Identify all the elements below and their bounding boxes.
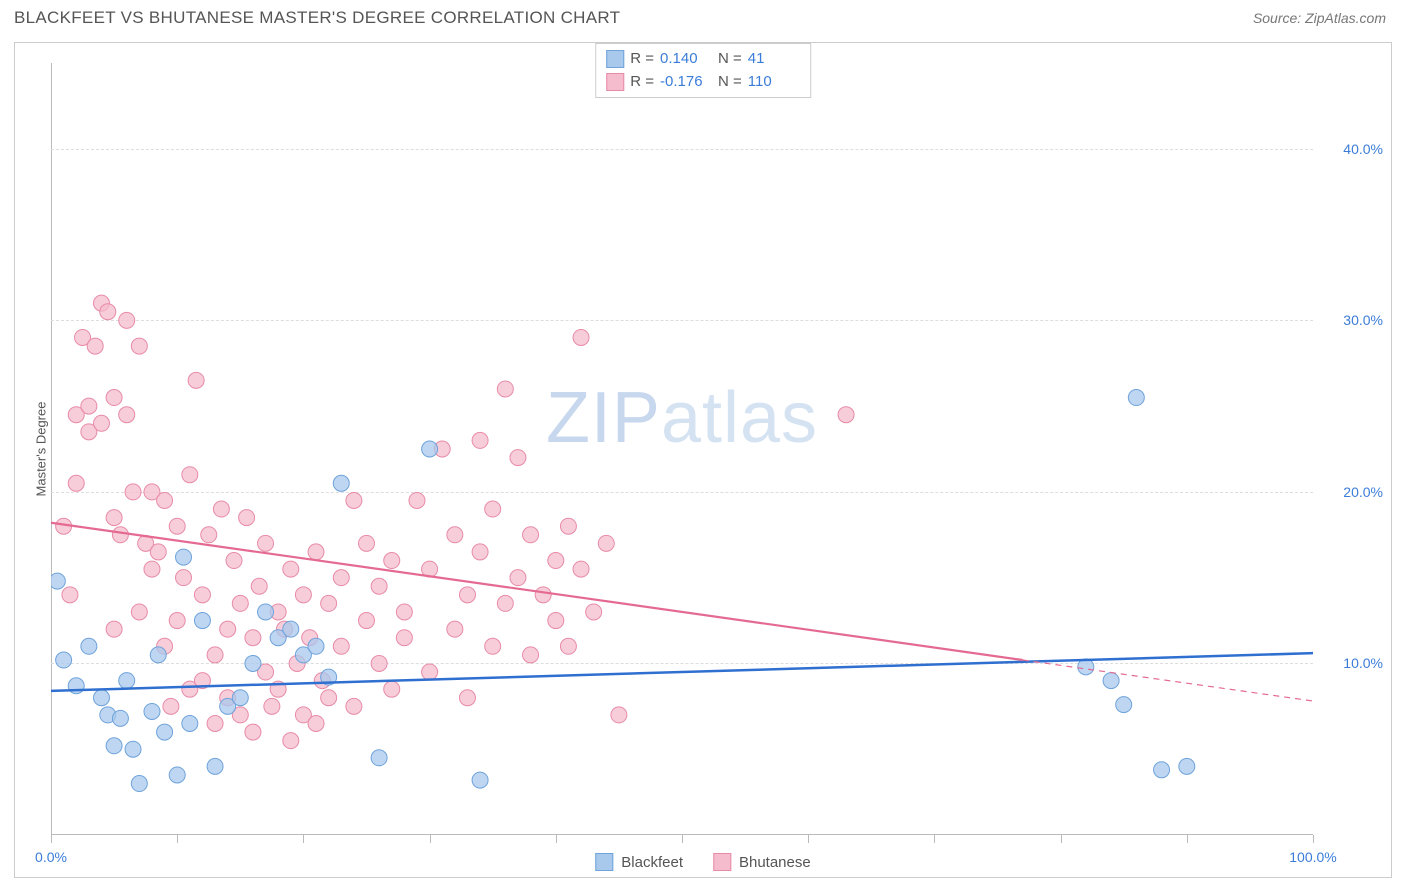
x-tick bbox=[682, 835, 683, 843]
x-tick bbox=[1313, 835, 1314, 843]
legend-stats-row-0: R = 0.140 N = 41 bbox=[606, 48, 800, 71]
bottom-legend-label-0: Blackfeet bbox=[621, 854, 683, 871]
stat-r-val-0: 0.140 bbox=[660, 48, 712, 71]
y-tick-label: 30.0% bbox=[1343, 312, 1383, 328]
bottom-legend-item-1: Bhutanese bbox=[713, 853, 811, 871]
chart-title: BLACKFEET VS BHUTANESE MASTER'S DEGREE C… bbox=[14, 8, 620, 28]
stat-r-val-1: -0.176 bbox=[660, 71, 712, 94]
legend-swatch-1 bbox=[606, 73, 624, 91]
plot-area: Master's Degree ZIPatlas 10.0%20.0%30.0%… bbox=[51, 63, 1313, 835]
bottom-legend: Blackfeet Bhutanese bbox=[595, 853, 810, 871]
legend-swatch-0 bbox=[606, 50, 624, 68]
x-tick-label: 0.0% bbox=[35, 849, 67, 865]
y-tick-label: 10.0% bbox=[1343, 655, 1383, 671]
x-tick bbox=[808, 835, 809, 843]
x-tick bbox=[430, 835, 431, 843]
x-tick bbox=[1061, 835, 1062, 843]
x-tick bbox=[51, 835, 52, 843]
legend-stats-box: R = 0.140 N = 41 R = -0.176 N = 110 bbox=[595, 43, 811, 98]
stat-r-label-1: R = bbox=[630, 71, 654, 94]
x-tick bbox=[177, 835, 178, 843]
source-label: Source: ZipAtlas.com bbox=[1253, 10, 1386, 26]
bottom-legend-swatch-0 bbox=[595, 853, 613, 871]
x-tick-label: 100.0% bbox=[1289, 849, 1336, 865]
stat-r-label-0: R = bbox=[630, 48, 654, 71]
x-tick bbox=[934, 835, 935, 843]
y-tick-label: 40.0% bbox=[1343, 141, 1383, 157]
bottom-legend-item-0: Blackfeet bbox=[595, 853, 683, 871]
bottom-legend-label-1: Bhutanese bbox=[739, 854, 811, 871]
stat-n-val-1: 110 bbox=[748, 71, 800, 94]
stat-n-val-0: 41 bbox=[748, 48, 800, 71]
legend-stats-row-1: R = -0.176 N = 110 bbox=[606, 71, 800, 94]
plot-svg bbox=[51, 63, 1313, 835]
x-tick bbox=[1187, 835, 1188, 843]
x-tick bbox=[556, 835, 557, 843]
x-tick bbox=[303, 835, 304, 843]
stat-n-label-1: N = bbox=[718, 71, 742, 94]
chart-container: Master's Degree ZIPatlas 10.0%20.0%30.0%… bbox=[14, 42, 1392, 878]
stat-n-label-0: N = bbox=[718, 48, 742, 71]
y-axis-label: Master's Degree bbox=[34, 402, 49, 497]
y-tick-label: 20.0% bbox=[1343, 484, 1383, 500]
bottom-legend-swatch-1 bbox=[713, 853, 731, 871]
